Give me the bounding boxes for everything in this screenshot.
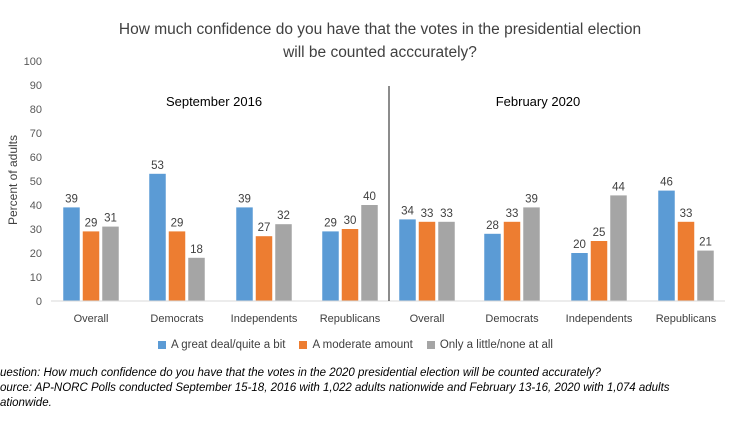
bar xyxy=(341,229,359,301)
period-label: September 2016 xyxy=(166,94,262,109)
bar xyxy=(697,250,714,301)
legend-label: A moderate amount xyxy=(312,339,413,351)
category-label: Republicans xyxy=(320,313,381,325)
legend-item: A great deal/quite a bit xyxy=(158,339,285,351)
chart-title-line2: will be counted acccurately? xyxy=(282,44,477,61)
bar xyxy=(168,231,186,301)
bar-value-label: 25 xyxy=(593,227,606,239)
legend-label: A great deal/quite a bit xyxy=(171,339,286,351)
bar xyxy=(484,233,501,301)
bar-value-label: 39 xyxy=(525,193,538,205)
bar xyxy=(188,257,205,301)
legend-item: Only a little/none at all xyxy=(426,339,553,351)
chart-title-line1: How much confidence do you have that the… xyxy=(119,21,641,38)
legend-swatch xyxy=(426,341,435,349)
y-tick-label: 60 xyxy=(30,152,42,164)
bar-value-label: 33 xyxy=(506,208,519,220)
y-tick-label: 80 xyxy=(30,104,42,116)
legend-item: A moderate amount xyxy=(299,339,413,351)
bar xyxy=(523,207,540,301)
bar-value-label: 33 xyxy=(680,208,693,220)
bar-value-label: 40 xyxy=(363,191,376,203)
bar xyxy=(102,226,119,301)
bar xyxy=(275,224,292,301)
source-note: ource: AP-NORC Polls conducted September… xyxy=(0,382,670,394)
y-tick-label: 30 xyxy=(30,224,42,236)
bar-value-label: 30 xyxy=(344,215,357,227)
category-label: Independents xyxy=(231,313,298,325)
chart: How much confidence do you have that the… xyxy=(6,21,725,325)
bar-value-label: 32 xyxy=(277,210,290,222)
bar xyxy=(503,221,521,301)
bar xyxy=(438,221,455,301)
bar xyxy=(149,173,166,301)
legend: A great deal/quite a bit A moderate amoun… xyxy=(158,339,553,351)
bar-value-label: 39 xyxy=(65,193,78,205)
bar xyxy=(418,221,436,301)
legend-swatch xyxy=(158,341,166,349)
bar-value-label: 21 xyxy=(699,237,712,249)
source-note-continued: ationwide. xyxy=(0,397,52,409)
bar-value-label: 53 xyxy=(151,160,164,172)
category-label: Democrats xyxy=(150,313,204,325)
y-tick-label: 50 xyxy=(30,176,42,188)
y-axis-label: Percent of adults xyxy=(6,135,20,225)
bar-value-label: 31 xyxy=(104,213,117,225)
bar-value-label: 20 xyxy=(573,239,586,251)
bar-value-label: 34 xyxy=(401,205,414,217)
bar xyxy=(322,231,339,301)
bar-value-label: 33 xyxy=(440,208,453,220)
bar-value-label: 29 xyxy=(85,217,98,229)
bar xyxy=(255,236,273,301)
legend-label: Only a little/none at all xyxy=(439,339,553,351)
category-label: Republicans xyxy=(656,313,717,325)
chart-notes: uestion: How much confidence do you have… xyxy=(0,366,747,411)
y-tick-label: 10 xyxy=(30,272,42,284)
y-tick-label: 0 xyxy=(36,296,42,308)
question-note: uestion: How much confidence do you have… xyxy=(0,367,601,379)
bar-value-label: 29 xyxy=(324,217,337,229)
bar xyxy=(63,207,80,301)
period-label: February 2020 xyxy=(496,94,581,109)
bar-value-label: 46 xyxy=(660,177,673,189)
y-tick-label: 90 xyxy=(30,80,42,92)
bar xyxy=(399,219,416,301)
category-label: Democrats xyxy=(485,313,539,325)
bar-value-label: 33 xyxy=(421,208,434,220)
bar-value-label: 18 xyxy=(190,244,203,256)
y-tick-label: 100 xyxy=(24,56,42,68)
bar xyxy=(236,207,253,301)
bar-value-label: 39 xyxy=(238,193,251,205)
bar-value-label: 29 xyxy=(171,217,184,229)
legend-swatch xyxy=(299,341,308,349)
bar xyxy=(658,190,675,301)
bar-value-label: 27 xyxy=(258,222,271,234)
y-tick-label: 40 xyxy=(30,200,42,212)
bar xyxy=(82,231,100,301)
bar-value-label: 44 xyxy=(612,181,625,193)
bar-value-label: 28 xyxy=(486,220,499,232)
bar xyxy=(361,205,378,301)
y-tick-label: 70 xyxy=(30,128,42,140)
bar xyxy=(610,195,627,301)
category-label: Overall xyxy=(410,313,445,325)
y-tick-label: 20 xyxy=(30,248,42,260)
bar xyxy=(571,253,588,301)
category-label: Overall xyxy=(74,313,109,325)
bar xyxy=(590,241,608,301)
bar xyxy=(677,221,695,301)
category-label: Independents xyxy=(566,313,633,325)
